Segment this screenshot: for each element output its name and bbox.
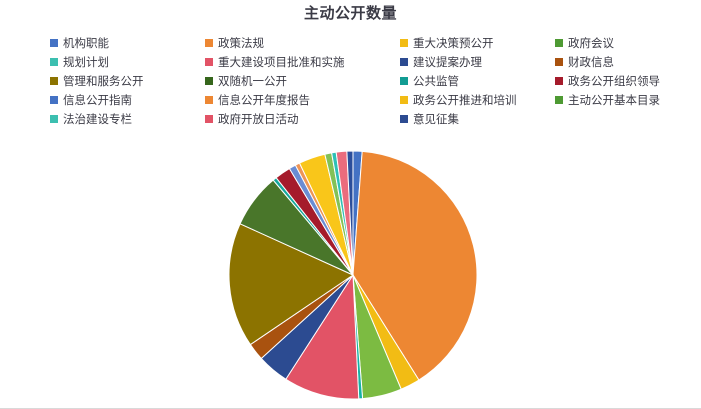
legend-item-label: 机构职能 [63, 35, 109, 50]
chart-title: 主动公开数量 [303, 4, 397, 22]
legend-item[interactable]: 机构职能 [50, 37, 205, 49]
legend-item[interactable]: 重大建设项目批准和实施 [205, 56, 400, 68]
legend-swatch-icon [205, 57, 213, 66]
legend-item[interactable]: 意见征集 [400, 113, 555, 125]
chart-legend: 机构职能 政策法规 重大决策预公开 政府会议规划计划 重大建设项目批准和实施 建议提案办理… [50, 33, 690, 128]
legend-item[interactable]: 信息公开年度报告 [205, 94, 400, 106]
legend-swatch-icon [555, 95, 563, 104]
legend-item-label: 管理和服务公开 [63, 73, 144, 88]
legend-swatch-icon [205, 38, 213, 47]
legend-swatch-icon [50, 95, 58, 104]
legend-swatch-icon [400, 76, 408, 85]
legend-swatch-icon [205, 95, 213, 104]
legend-item-label: 重大决策预公开 [413, 35, 494, 50]
legend-item-label: 政府开放日活动 [218, 111, 299, 126]
pie-slice[interactable] [228, 223, 355, 346]
legend-swatch-icon [400, 38, 408, 47]
legend-swatch-icon [555, 38, 563, 47]
legend-item[interactable]: 信息公开指南 [50, 94, 205, 106]
legend-item[interactable]: 主动公开基本目录 [555, 94, 701, 106]
legend-item-label: 政务公开推进和培训 [413, 92, 517, 107]
legend-item[interactable]: 双随机一公开 [205, 75, 400, 87]
legend-swatch-icon [50, 76, 58, 85]
legend-item[interactable]: 管理和服务公开 [50, 75, 205, 87]
pie-chart-svg [228, 150, 478, 400]
legend-swatch-icon [555, 57, 563, 66]
legend-swatch-icon [205, 76, 213, 85]
legend-item[interactable]: 政策法规 [205, 37, 400, 49]
legend-item[interactable]: 建议提案办理 [400, 56, 555, 68]
legend-item-label: 信息公开指南 [63, 92, 132, 107]
legend-item-label: 财政信息 [568, 54, 614, 69]
legend-item[interactable]: 公共监管 [400, 75, 555, 87]
legend-swatch-icon [50, 57, 58, 66]
legend-swatch-icon [400, 114, 408, 123]
legend-swatch-icon [400, 95, 408, 104]
legend-swatch-icon [205, 114, 213, 123]
legend-item-label: 公共监管 [413, 73, 459, 88]
legend-swatch-icon [400, 57, 408, 66]
legend-item[interactable]: 政府会议 [555, 37, 701, 49]
legend-item-label: 建议提案办理 [413, 54, 482, 69]
legend-item[interactable]: 重大决策预公开 [400, 37, 555, 49]
legend-swatch-icon [50, 114, 58, 123]
legend-item-label: 双随机一公开 [218, 73, 287, 88]
legend-item-label: 重大建设项目批准和实施 [218, 54, 345, 69]
legend-item-label: 政务公开组织领导 [568, 73, 660, 88]
legend-item[interactable]: 规划计划 [50, 56, 205, 68]
legend-item-label: 规划计划 [63, 54, 109, 69]
legend-item[interactable]: 政务公开组织领导 [555, 75, 701, 87]
legend-item-label: 政策法规 [218, 35, 264, 50]
pie-slice[interactable] [346, 150, 354, 276]
pie-slice[interactable] [285, 273, 360, 400]
legend-item[interactable]: 政府开放日活动 [205, 113, 400, 125]
legend-item[interactable]: 法治建设专栏 [50, 113, 205, 125]
legend-swatch-icon [50, 38, 58, 47]
pie-chart [228, 150, 478, 400]
pie-slice[interactable] [352, 150, 478, 381]
legend-item[interactable]: 政务公开推进和培训 [400, 94, 555, 106]
legend-item-label: 主动公开基本目录 [568, 92, 660, 107]
legend-item-label: 信息公开年度报告 [218, 92, 310, 107]
legend-swatch-icon [555, 76, 563, 85]
legend-item-label: 法治建设专栏 [63, 111, 132, 126]
legend-item-label: 意见征集 [413, 111, 459, 126]
legend-item-label: 政府会议 [568, 35, 614, 50]
legend-item[interactable]: 财政信息 [555, 56, 701, 68]
